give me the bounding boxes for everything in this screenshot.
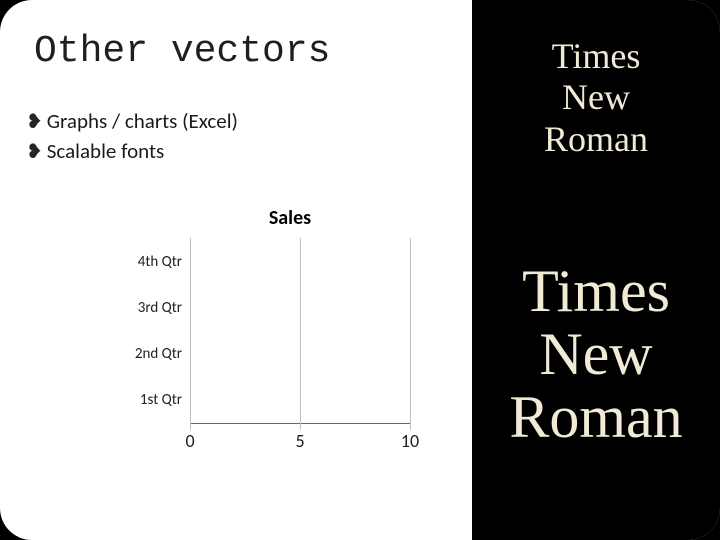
y-label: 2nd Qtr: [124, 345, 182, 363]
font-sample-line: New: [472, 77, 720, 118]
slide-title: Other vectors: [34, 30, 330, 73]
font-sample-line: Roman: [472, 386, 720, 449]
x-label: 5: [295, 430, 304, 452]
list-item: ❥ Graphs / charts (Excel): [26, 108, 238, 134]
slide: Other vectors ❥ Graphs / charts (Excel) …: [0, 0, 720, 540]
font-sample-line: Times: [472, 36, 720, 77]
font-sample-small: Times New Roman: [472, 36, 720, 160]
right-panel: Times New Roman Times New Roman: [472, 0, 720, 540]
gridline: [190, 238, 191, 430]
list-item-text: Graphs / charts (Excel): [47, 108, 238, 134]
bullet-list: ❥ Graphs / charts (Excel) ❥ Scalable fon…: [26, 108, 238, 168]
font-sample-line: Times: [472, 260, 720, 323]
font-sample-line: New: [472, 323, 720, 386]
x-label: 10: [401, 430, 419, 452]
list-item-text: Scalable fonts: [47, 138, 164, 164]
sales-chart: Sales 4th Qtr 3rd Qtr 2nd Qtr 1st Qtr 0 …: [120, 206, 420, 486]
y-label: 1st Qtr: [124, 391, 182, 409]
bullet-icon: ❥: [26, 139, 43, 164]
chart-plot: 4th Qtr 3rd Qtr 2nd Qtr 1st Qtr 0 5 10: [124, 244, 420, 434]
gridline: [410, 238, 411, 430]
x-label: 0: [185, 430, 194, 452]
bullet-icon: ❥: [26, 109, 43, 134]
font-sample-large: Times New Roman: [472, 260, 720, 449]
chart-plot-area: [190, 244, 410, 424]
y-label: 4th Qtr: [124, 253, 182, 271]
gridline: [300, 238, 301, 430]
list-item: ❥ Scalable fonts: [26, 138, 238, 164]
chart-title: Sales: [190, 206, 390, 230]
y-label: 3rd Qtr: [124, 299, 182, 317]
font-sample-line: Roman: [472, 119, 720, 160]
